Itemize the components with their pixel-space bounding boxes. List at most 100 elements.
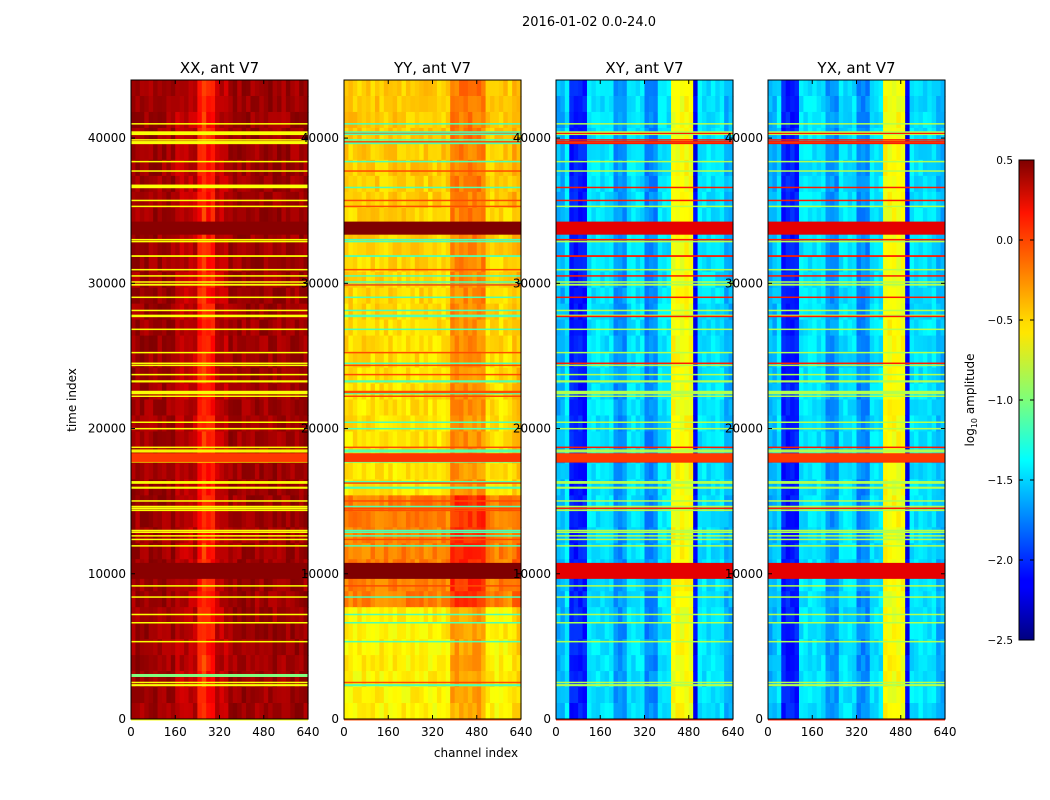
flag-line: [131, 505, 308, 508]
heatmap-cell: [719, 671, 725, 688]
heatmap-cell: [263, 111, 269, 129]
heatmap-cell: [184, 543, 190, 560]
heatmap-cell: [472, 687, 478, 704]
heatmap-panel-xx: XX, ant V70 160 320 480 64001000020000300004…: [88, 59, 320, 739]
heatmap-cell: [613, 591, 619, 608]
heatmap-cell: [432, 175, 438, 193]
heatmap-cell: [622, 95, 628, 113]
heatmap-cell: [507, 319, 513, 337]
heatmap-cell: [219, 95, 225, 113]
heatmap-cell: [131, 415, 137, 433]
heatmap-cell: [144, 95, 150, 113]
heatmap-cell: [653, 255, 659, 273]
heatmap-cell: [485, 207, 491, 225]
heatmap-cell: [175, 655, 181, 672]
heatmap-cell: [657, 127, 663, 145]
heatmap-cell: [653, 463, 659, 480]
heatmap-cell: [706, 591, 712, 608]
heatmap-cell: [419, 687, 425, 704]
heatmap-cell: [246, 703, 252, 720]
heatmap-cell: [472, 367, 478, 385]
heatmap-cell: [285, 143, 291, 161]
heatmap-cell: [405, 207, 411, 225]
heatmap-cell: [573, 495, 579, 512]
heatmap-cell: [290, 303, 296, 321]
heatmap-cell: [454, 95, 460, 113]
heatmap-cell: [401, 255, 407, 273]
heatmap-cell: [684, 463, 690, 480]
heatmap-cell: [263, 671, 269, 688]
heatmap-cell: [516, 575, 522, 592]
heatmap-cell: [556, 319, 562, 337]
heatmap-cell: [604, 239, 610, 257]
heatmap-cell: [139, 239, 145, 257]
heatmap-cell: [250, 655, 256, 672]
heatmap-cell: [445, 399, 451, 417]
heatmap-cell: [719, 367, 725, 385]
heatmap-cell: [671, 80, 677, 97]
heatmap-cell: [131, 127, 137, 145]
heatmap-cell: [724, 367, 730, 385]
heatmap-cell: [476, 463, 482, 480]
heatmap-cell: [166, 591, 172, 608]
heatmap-cell: [635, 415, 641, 433]
heatmap-cell: [560, 623, 566, 640]
heatmap-cell: [250, 319, 256, 337]
heatmap-cell: [507, 687, 513, 704]
heatmap-cell: [250, 367, 256, 385]
heatmap-cell: [374, 687, 380, 704]
flag-line: [131, 535, 308, 537]
heatmap-cell: [401, 511, 407, 528]
flag-line: [131, 139, 308, 141]
heatmap-cell: [148, 623, 154, 640]
heatmap-cell: [600, 655, 606, 672]
heatmap-cell: [702, 335, 708, 353]
heatmap-cell: [285, 575, 291, 592]
heatmap-cell: [357, 639, 363, 656]
heatmap-cell: [679, 671, 685, 688]
heatmap-cell: [254, 575, 260, 592]
heatmap-cell: [285, 111, 291, 129]
heatmap-cell: [591, 543, 597, 560]
heatmap-cell: [595, 255, 601, 273]
heatmap-cell: [201, 319, 207, 337]
heatmap-cell: [281, 351, 287, 369]
heatmap-cell: [232, 175, 238, 193]
heatmap-cell: [184, 495, 190, 512]
heatmap-cell: [294, 239, 300, 257]
heatmap-cell: [476, 639, 482, 656]
x-tick-label: 0: [127, 725, 135, 739]
heatmap-cell: [498, 207, 504, 225]
heatmap-cell: [401, 463, 407, 480]
heatmap-cell: [564, 511, 570, 528]
heatmap-cell: [366, 671, 372, 688]
heatmap-cell: [671, 431, 677, 449]
heatmap-cell: [516, 175, 522, 193]
heatmap-cell: [419, 287, 425, 305]
heatmap-cell: [560, 687, 566, 704]
heatmap-cell: [179, 671, 185, 688]
heatmap-cell: [361, 639, 367, 656]
heatmap-cell: [352, 655, 358, 672]
heatmap-cell: [357, 143, 363, 161]
heatmap-cell: [361, 239, 367, 257]
flag-line: [131, 373, 308, 376]
heatmap-cell: [285, 175, 291, 193]
heatmap-cell: [290, 207, 296, 225]
heatmap-cell: [188, 655, 194, 672]
flag-line: [131, 205, 308, 208]
heatmap-cell: [157, 175, 163, 193]
heatmap-cell: [303, 319, 309, 337]
heatmap-cell: [285, 239, 291, 257]
panel-title: XX, ant V7: [180, 59, 259, 77]
heatmap-cell: [662, 639, 668, 656]
heatmap-cell: [512, 95, 518, 113]
heatmap-cell: [719, 255, 725, 273]
heatmap-cell: [666, 271, 672, 289]
heatmap-cell: [556, 415, 562, 433]
heatmap-cell: [626, 95, 632, 113]
heatmap-cell: [357, 80, 363, 97]
heatmap-cell: [277, 655, 283, 672]
heatmap-cell: [467, 703, 473, 720]
